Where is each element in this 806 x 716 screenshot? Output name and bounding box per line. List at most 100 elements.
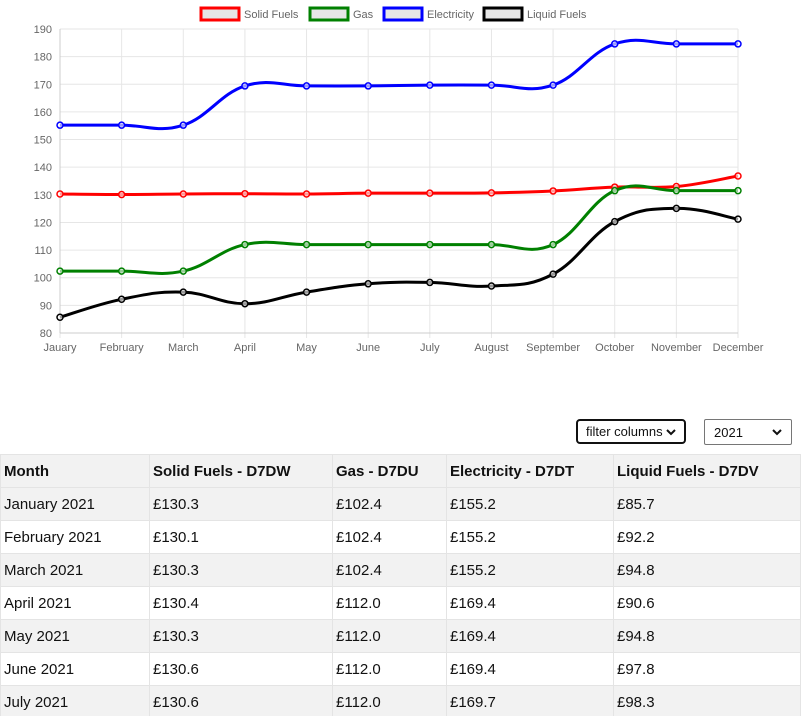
column-header-solid-fuels[interactable]: Solid Fuels - D7DW bbox=[149, 454, 333, 488]
data-point[interactable] bbox=[302, 288, 311, 296]
legend-item-gas[interactable]: Gas bbox=[308, 6, 374, 22]
liquid-fuels-cell: £85.7 bbox=[613, 487, 801, 521]
data-point[interactable] bbox=[117, 190, 126, 199]
data-point[interactable] bbox=[610, 40, 619, 48]
data-point[interactable] bbox=[672, 204, 681, 213]
gas-cell: £112.0 bbox=[332, 685, 447, 716]
liquid-fuels-cell: £97.8 bbox=[613, 652, 801, 686]
legend-label: Electricity bbox=[427, 9, 475, 21]
liquid-fuels-cell: £94.8 bbox=[613, 619, 801, 653]
x-axis: Jauary February March April May June July Augus… bbox=[43, 332, 764, 354]
data-point[interactable] bbox=[241, 189, 249, 198]
gas-cell: £102.4 bbox=[332, 553, 447, 587]
data-point[interactable] bbox=[549, 240, 557, 249]
data-point[interactable] bbox=[56, 121, 64, 129]
chevron-down-icon bbox=[772, 429, 782, 436]
column-header-liquid-fuels[interactable]: Liquid Fuels - D7DV bbox=[613, 454, 801, 488]
filter-columns-button[interactable]: filter columns bbox=[576, 419, 686, 444]
data-point[interactable] bbox=[549, 187, 557, 195]
data-point[interactable] bbox=[426, 81, 434, 89]
solid-fuels-cell: £130.3 bbox=[149, 553, 333, 587]
data-point[interactable] bbox=[734, 215, 742, 223]
data-point[interactable] bbox=[610, 186, 619, 195]
data-point[interactable] bbox=[56, 267, 64, 275]
data-point[interactable] bbox=[56, 313, 64, 321]
legend-label: Gas bbox=[353, 9, 374, 21]
data-point[interactable] bbox=[549, 270, 557, 278]
data-point[interactable] bbox=[56, 190, 64, 198]
data-point[interactable] bbox=[179, 267, 188, 275]
data-point[interactable] bbox=[117, 267, 126, 275]
column-header-electricity[interactable]: Electricity - D7DT bbox=[446, 454, 614, 488]
column-header-gas[interactable]: Gas - D7DU bbox=[332, 454, 447, 488]
data-point[interactable] bbox=[179, 121, 188, 129]
data-point[interactable] bbox=[117, 295, 126, 304]
data-point[interactable] bbox=[734, 40, 742, 48]
legend-item-electricity[interactable]: Electricity bbox=[382, 6, 475, 22]
gas-cell: £112.0 bbox=[332, 619, 447, 653]
year-select-value: 2021 bbox=[714, 424, 743, 440]
year-select[interactable]: 2021 bbox=[704, 419, 792, 445]
data-point[interactable] bbox=[672, 40, 681, 48]
data-point[interactable] bbox=[672, 186, 681, 195]
chart-legend: Solid Fuels Gas Electricity Liquid Fuels bbox=[199, 6, 587, 22]
data-point[interactable] bbox=[487, 240, 496, 249]
data-point[interactable] bbox=[549, 81, 557, 89]
data-point[interactable] bbox=[734, 172, 742, 180]
data-point[interactable] bbox=[487, 81, 496, 89]
data-point[interactable] bbox=[734, 186, 742, 195]
month-cell: February 2021 bbox=[0, 520, 150, 554]
data-point[interactable] bbox=[241, 82, 249, 90]
filter-columns-label: filter columns bbox=[586, 424, 663, 439]
series-electricity bbox=[56, 38, 742, 131]
data-point[interactable] bbox=[179, 190, 188, 198]
chart-series bbox=[56, 38, 742, 321]
data-point[interactable] bbox=[487, 189, 496, 197]
data-point[interactable] bbox=[302, 82, 311, 90]
data-point[interactable] bbox=[426, 240, 434, 249]
table-row: June 2021 £130.6 £112.0 £169.4 £97.8 bbox=[0, 652, 801, 686]
data-point[interactable] bbox=[426, 189, 434, 197]
data-point[interactable] bbox=[241, 299, 249, 308]
data-point[interactable] bbox=[610, 217, 619, 226]
data-point[interactable] bbox=[364, 189, 372, 197]
gas-cell: £112.0 bbox=[332, 652, 447, 686]
x-tick-label: April bbox=[234, 342, 256, 354]
legend-swatch bbox=[199, 6, 241, 22]
solid-fuels-cell: £130.6 bbox=[149, 685, 333, 716]
data-point[interactable] bbox=[364, 240, 372, 249]
column-header-month[interactable]: Month bbox=[0, 454, 150, 488]
legend-item-solid-fuels[interactable]: Solid Fuels bbox=[199, 6, 299, 22]
y-tick-label: 160 bbox=[34, 107, 52, 119]
data-point[interactable] bbox=[426, 278, 434, 287]
legend-item-liquid-fuels[interactable]: Liquid Fuels bbox=[482, 6, 587, 22]
data-point[interactable] bbox=[179, 288, 188, 296]
data-point[interactable] bbox=[241, 240, 249, 249]
x-tick-label: December bbox=[713, 342, 764, 354]
y-tick-label: 150 bbox=[34, 135, 52, 147]
data-point[interactable] bbox=[302, 190, 311, 198]
x-tick-label: March bbox=[168, 342, 199, 354]
table-row: March 2021 £130.3 £102.4 £155.2 £94.8 bbox=[0, 553, 801, 587]
series-liquid-fuels bbox=[56, 204, 742, 321]
x-tick-label: Jauary bbox=[43, 342, 77, 354]
month-cell: July 2021 bbox=[0, 685, 150, 716]
x-tick-label: February bbox=[100, 342, 145, 354]
x-tick-label: July bbox=[420, 342, 440, 354]
legend-label: Liquid Fuels bbox=[527, 9, 587, 21]
data-point[interactable] bbox=[117, 121, 126, 129]
data-point[interactable] bbox=[487, 282, 496, 290]
month-cell: May 2021 bbox=[0, 619, 150, 653]
solid-fuels-cell: £130.1 bbox=[149, 520, 333, 554]
month-cell: April 2021 bbox=[0, 586, 150, 620]
table-row: July 2021 £130.6 £112.0 £169.7 £98.3 bbox=[0, 685, 801, 716]
x-tick-label: November bbox=[651, 342, 702, 354]
y-tick-label: 110 bbox=[34, 245, 52, 257]
table-controls: filter columns 2021 bbox=[0, 419, 806, 445]
data-point[interactable] bbox=[364, 82, 372, 90]
series-line-liquid-fuels bbox=[59, 206, 739, 319]
data-point[interactable] bbox=[302, 240, 311, 249]
solid-fuels-cell: £130.4 bbox=[149, 586, 333, 620]
data-point[interactable] bbox=[364, 280, 372, 288]
gas-cell: £102.4 bbox=[332, 487, 447, 521]
